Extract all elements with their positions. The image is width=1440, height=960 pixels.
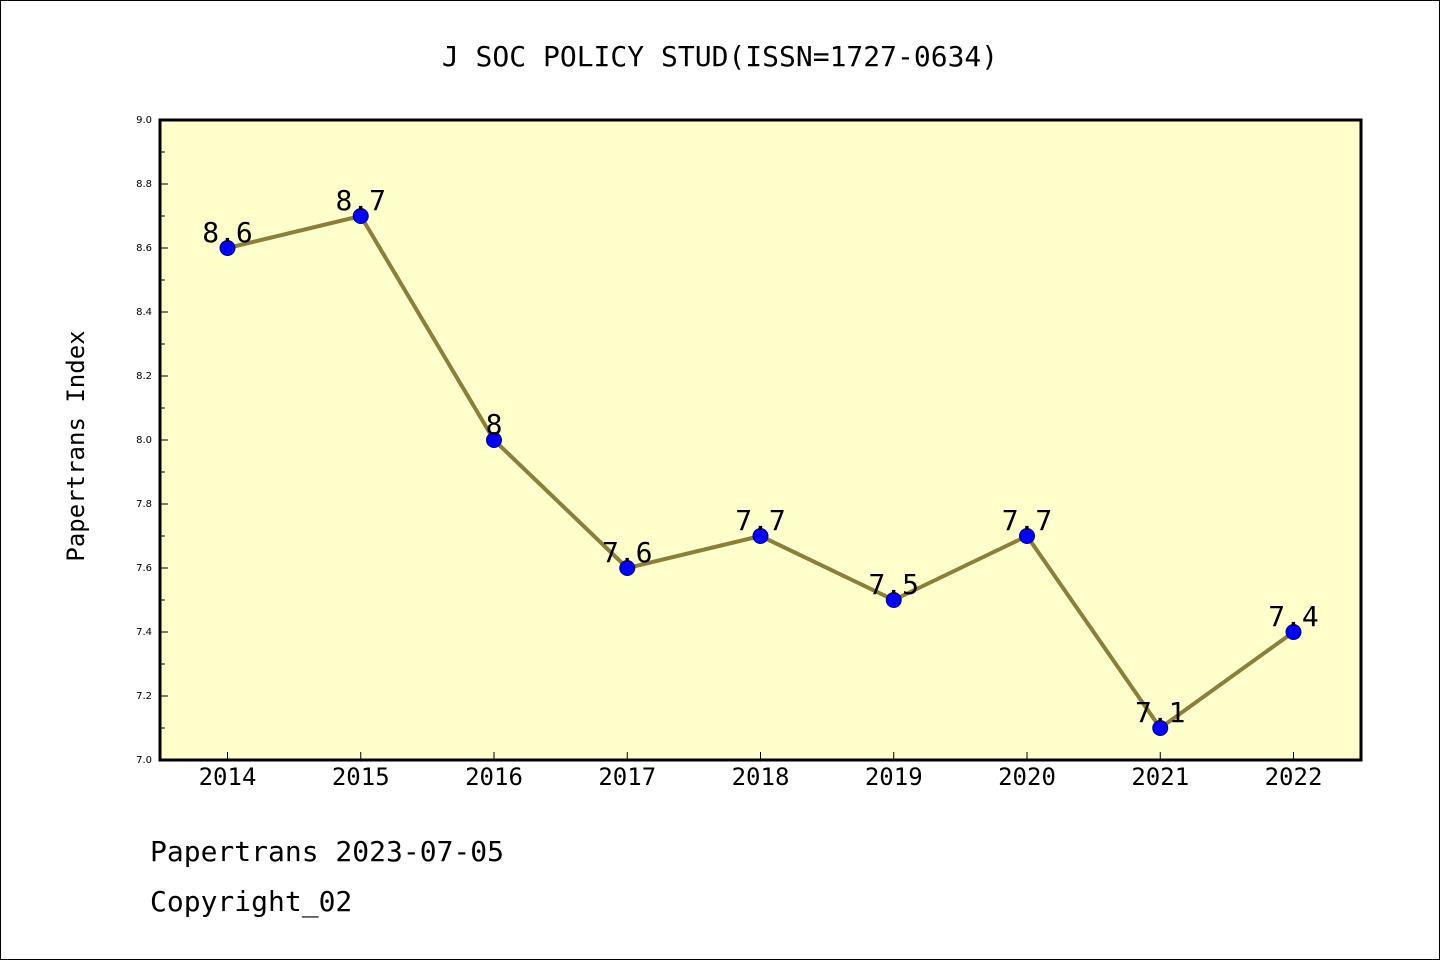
data-label: 7.5 <box>868 568 919 601</box>
data-label: 7.4 <box>1268 600 1319 633</box>
x-axis: 2014 2015 2016 2017 2018 2019 2020 2021 2022 <box>199 752 1323 791</box>
chart-title: J SOC POLICY STUD(ISSN=1727-0634) <box>442 40 998 73</box>
data-label: 7.7 <box>735 504 786 537</box>
x-tick-label: 2020 <box>998 763 1056 791</box>
data-point <box>486 432 502 448</box>
data-point <box>619 560 636 576</box>
x-tick-label: 2021 <box>1131 763 1189 791</box>
data-point <box>885 592 902 608</box>
x-tick-label: 2015 <box>332 763 390 791</box>
y-tick-label: 8.4 <box>136 307 152 318</box>
data-point <box>1285 624 1302 640</box>
y-tick-label: 8.8 <box>136 179 152 190</box>
data-point <box>1019 528 1035 544</box>
x-tick-label: 2014 <box>199 763 257 791</box>
data-label: 7.6 <box>602 536 653 569</box>
y-tick-label: 8.0 <box>136 435 152 446</box>
data-label: 8.7 <box>335 184 386 217</box>
y-tick-label: 7.6 <box>136 563 152 574</box>
y-tick-label: 8.6 <box>136 243 152 254</box>
x-tick-label: 2018 <box>732 763 790 791</box>
y-tick-label: 9.0 <box>136 115 152 126</box>
plot-frame <box>158 118 1363 762</box>
data-label: 8 <box>486 408 503 441</box>
x-tick-label: 2019 <box>865 763 923 791</box>
data-point <box>1152 720 1169 736</box>
x-tick-label: 2016 <box>465 763 523 791</box>
data-point <box>352 208 369 224</box>
data-labels: 8.6 8.7 8 7.6 7.7 7.5 7.7 7.1 7.4 <box>202 184 1319 729</box>
footer-date: Papertrans 2023-07-05 <box>150 835 505 868</box>
y-axis-label: Papertrans Index <box>62 330 90 561</box>
data-label: 8.6 <box>202 216 253 249</box>
y-tick-label: 7.4 <box>136 627 152 638</box>
footer-copyright: Copyright_02 <box>150 885 353 918</box>
plot-area <box>160 120 1361 760</box>
series-markers <box>219 208 1302 736</box>
y-tick-label: 7.0 <box>136 755 152 766</box>
data-label: 7.1 <box>1135 696 1186 729</box>
x-tick-label: 2022 <box>1265 763 1323 791</box>
data-point <box>219 240 236 256</box>
data-label: 7.7 <box>1002 504 1053 537</box>
y-tick-label: 7.2 <box>136 691 152 702</box>
x-tick-label: 2017 <box>598 763 656 791</box>
data-point <box>752 528 769 544</box>
y-tick-label: 7.8 <box>136 499 152 510</box>
y-tick-label: 8.2 <box>136 371 152 382</box>
